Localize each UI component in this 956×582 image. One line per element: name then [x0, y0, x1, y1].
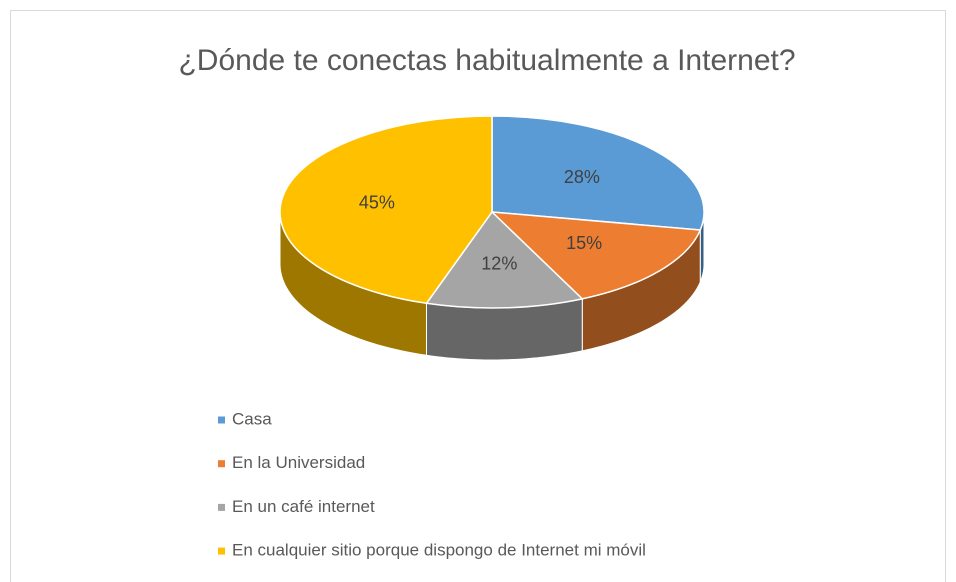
- chart-title: ¿Dónde te conectas habitualmente a Inter…: [178, 44, 795, 77]
- legend-swatch: [218, 503, 225, 511]
- legend-label: En la Universidad: [232, 453, 365, 472]
- data-label: 12%: [481, 253, 517, 273]
- pie-slice: [279, 115, 493, 305]
- data-label: 15%: [566, 233, 602, 253]
- data-label: 45%: [359, 192, 395, 212]
- pie-slice: [425, 210, 584, 309]
- legend-swatch: [218, 460, 225, 468]
- data-label: 28%: [564, 167, 600, 187]
- legend-label: Casa: [232, 409, 272, 428]
- legend-label: En cualquier sitio porque dispongo de In…: [232, 541, 646, 560]
- legend-swatch: [218, 547, 225, 555]
- legend-label: En un café internet: [232, 497, 375, 516]
- pie-slice: [491, 115, 705, 231]
- legend-swatch: [218, 416, 225, 424]
- pie-slice: [489, 211, 702, 300]
